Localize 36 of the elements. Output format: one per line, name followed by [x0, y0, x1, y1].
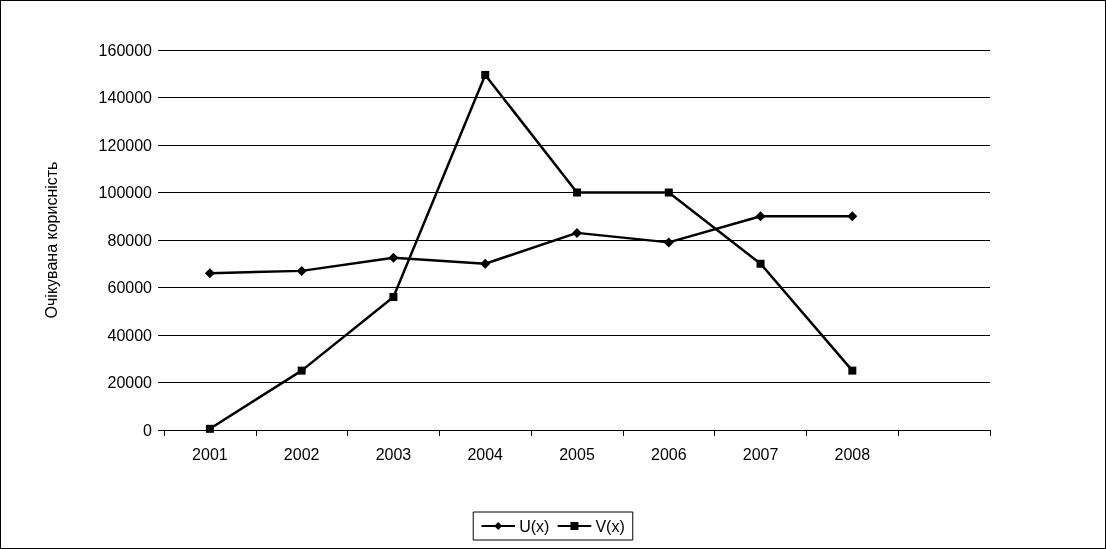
point: [756, 259, 765, 268]
point: [847, 211, 858, 222]
point: [480, 258, 491, 269]
point: [572, 227, 582, 238]
legend-label: U(x): [519, 517, 550, 535]
x-tick-label: 2005: [559, 445, 595, 463]
y-tick-label: 40000: [107, 326, 153, 344]
y-tick-label: 120000: [98, 136, 153, 154]
y-tick-label: 80000: [107, 231, 153, 249]
x-tick-label: 2008: [834, 445, 871, 463]
point: [573, 188, 581, 197]
y-tick-label: 20000: [107, 374, 153, 391]
point: [205, 424, 214, 433]
point: [663, 237, 674, 248]
point: [755, 211, 766, 222]
y-tick-label: 60000: [107, 279, 153, 296]
y-tick-label: 160000: [98, 41, 153, 59]
y-tick-label: 140000: [98, 89, 153, 106]
y-tick-label: 0: [143, 421, 153, 439]
point: [296, 265, 307, 276]
point: [481, 70, 490, 79]
x-tick-label: 2001: [192, 445, 228, 463]
point: [204, 268, 215, 279]
point: [664, 188, 673, 197]
y-tick-label: 100000: [98, 184, 153, 201]
point: [848, 366, 857, 375]
y-axis-title: Очікувана корисність: [42, 161, 60, 319]
x-tick-label: 2007: [742, 445, 779, 463]
point: [388, 252, 399, 263]
x-tick-label: 2003: [375, 445, 412, 463]
x-tick-label: 2006: [650, 445, 687, 463]
legend-label: V(x): [595, 517, 625, 535]
point: [389, 293, 398, 301]
x-tick-label: 2002: [283, 445, 320, 463]
point: [297, 366, 306, 375]
x-tick-label: 2004: [467, 445, 504, 463]
